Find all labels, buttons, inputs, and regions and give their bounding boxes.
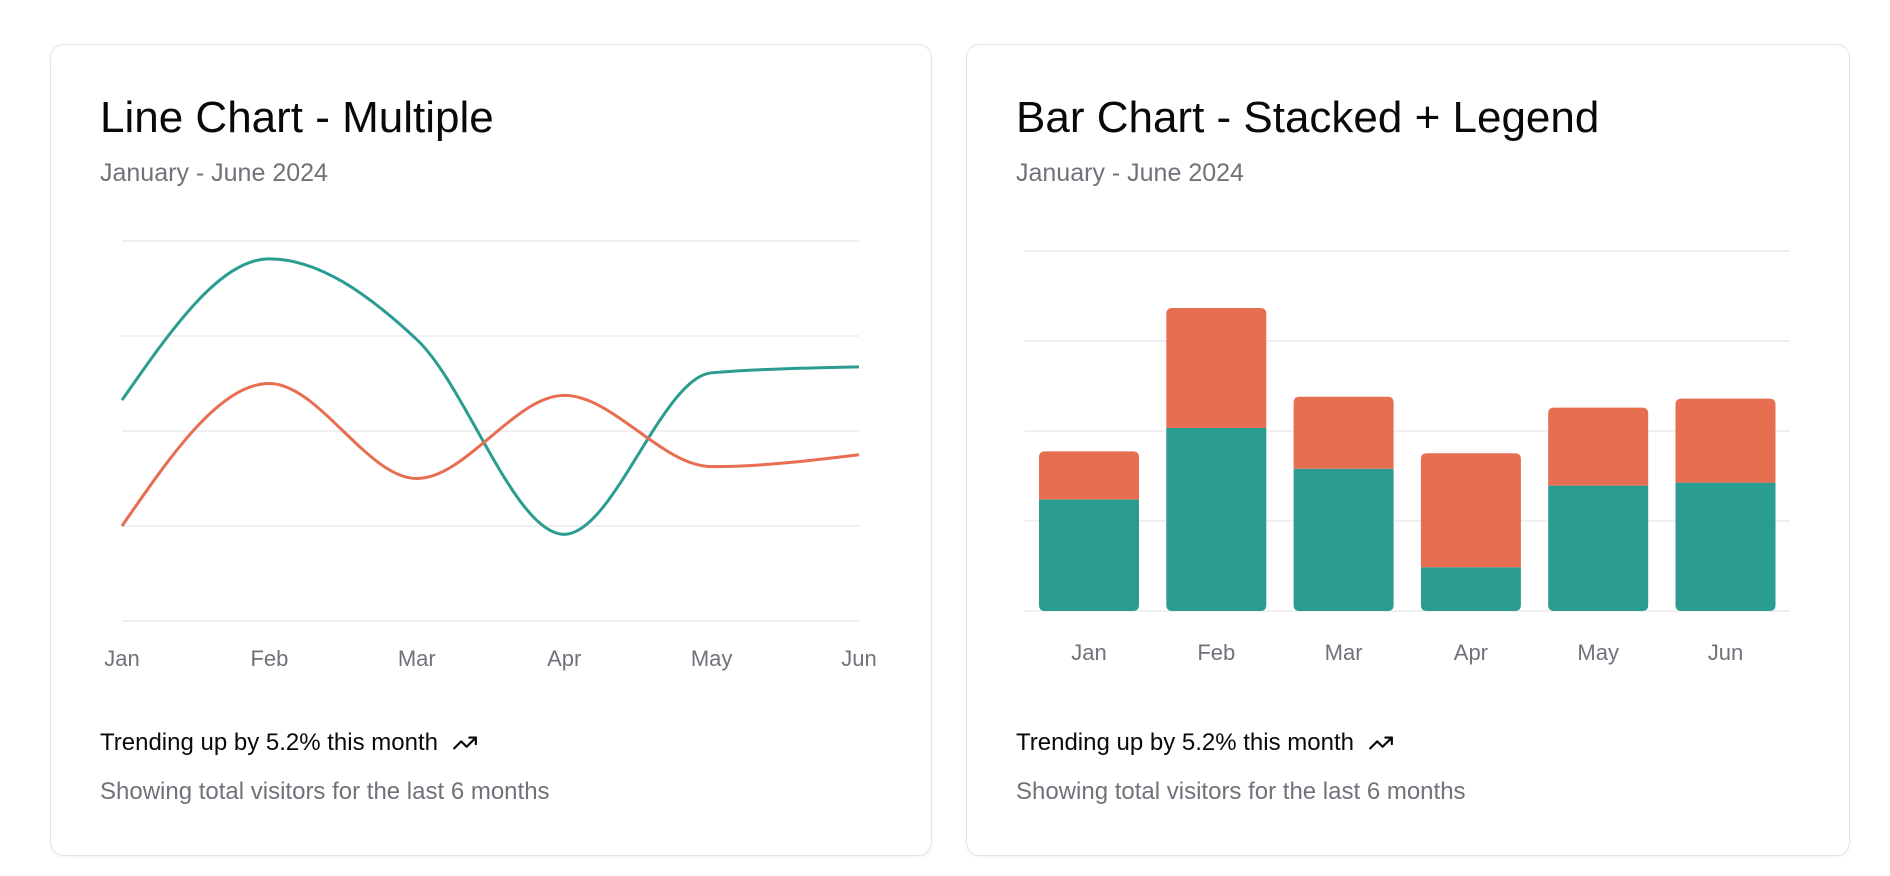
bar-segment-series-2 — [1039, 451, 1139, 500]
card-subtitle: January - June 2024 — [100, 159, 328, 187]
bar-segment-series-2 — [1548, 407, 1649, 486]
x-tick-label: May — [691, 646, 733, 671]
x-tick-label: Jan — [1071, 640, 1106, 665]
x-tick-label: Apr — [1454, 640, 1488, 665]
bar-segment-series-2 — [1166, 308, 1267, 428]
x-tick-label: Jun — [841, 646, 876, 671]
x-tick-label: May — [1577, 640, 1619, 665]
bar-segment-series-1 — [1675, 482, 1776, 611]
line-chart-card: Line Chart - Multiple January - June 202… — [50, 44, 932, 856]
bar-segment-series-1 — [1293, 468, 1394, 611]
card-footer-trend: Trending up by 5.2% this month — [100, 729, 478, 757]
line-series-1 — [120, 257, 860, 536]
bar-segment-series-2 — [1293, 396, 1394, 469]
card-title: Line Chart - Multiple — [100, 93, 494, 142]
bar-segment-series-2 — [1675, 398, 1776, 483]
trending-up-icon — [1369, 736, 1393, 750]
bar-segment-series-1 — [1039, 499, 1139, 611]
x-tick-label: Jun — [1708, 640, 1743, 665]
card-footer-note: Showing total visitors for the last 6 mo… — [1016, 778, 1466, 805]
bar-segment-series-1 — [1548, 485, 1649, 611]
bar-segment-series-1 — [1166, 428, 1267, 611]
bar-segment-series-2 — [1420, 453, 1521, 568]
x-tick-label: Apr — [547, 646, 581, 671]
trend-text: Trending up by 5.2% this month — [100, 729, 438, 756]
x-tick-label: Feb — [1197, 640, 1235, 665]
card-subtitle: January - June 2024 — [1016, 159, 1244, 187]
card-footer-note: Showing total visitors for the last 6 mo… — [100, 778, 550, 805]
x-tick-label: Mar — [398, 646, 436, 671]
card-title: Bar Chart - Stacked + Legend — [1016, 93, 1600, 142]
line-series-2 — [120, 381, 860, 527]
x-tick-label: Feb — [250, 646, 288, 671]
bar-segment-series-1 — [1420, 567, 1521, 611]
x-tick-label: Mar — [1325, 640, 1363, 665]
card-footer-trend: Trending up by 5.2% this month — [1016, 729, 1394, 757]
trending-up-icon — [453, 736, 477, 750]
x-tick-label: Jan — [104, 646, 139, 671]
trend-text: Trending up by 5.2% this month — [1016, 729, 1354, 756]
